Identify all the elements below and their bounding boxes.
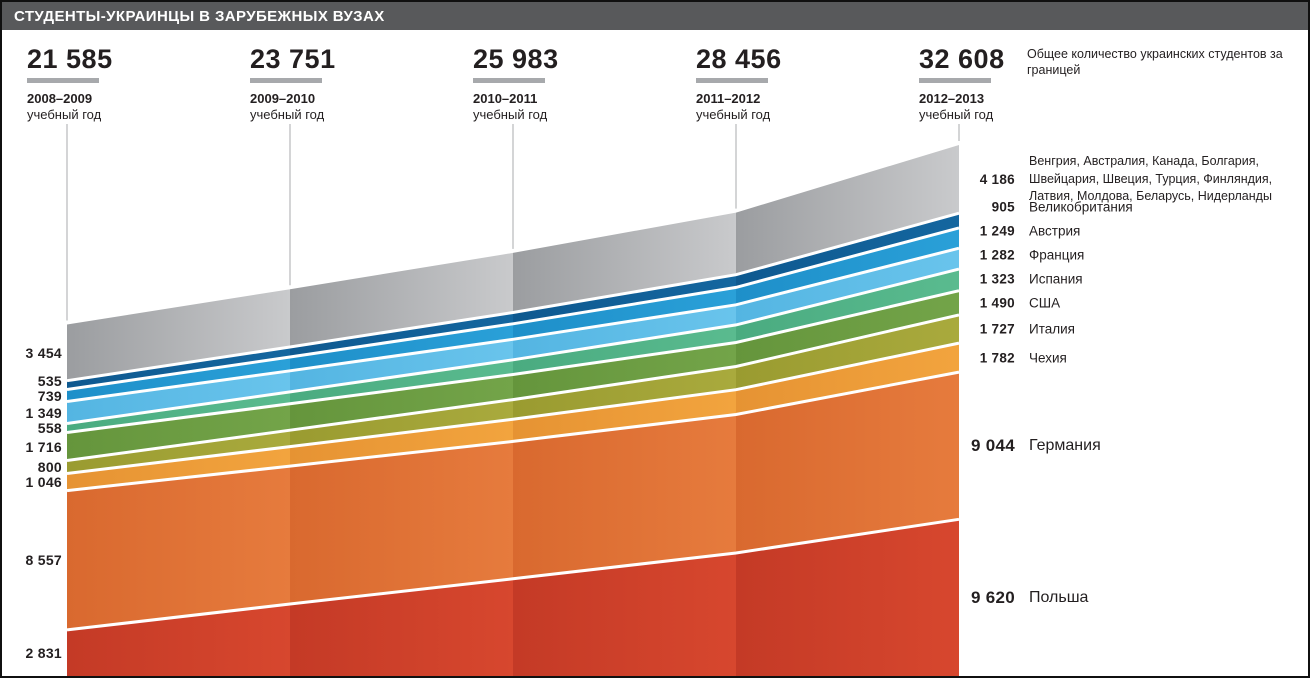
end-label-6: 1 282 Франция [955, 247, 1085, 263]
year-caption: учебный год [473, 107, 548, 122]
layer-divider [66, 226, 960, 391]
end-label-4: 1 490 США [955, 295, 1060, 310]
start-value-5: 558 [37, 420, 62, 436]
series-name: Германия [1029, 436, 1101, 454]
year-column-3: 28 456 2011–2012 учебный год [696, 44, 906, 122]
year-underline [696, 78, 768, 83]
series-name: США [1029, 295, 1061, 311]
start-value-6: 1 349 [25, 404, 62, 421]
area-layer-3 [67, 314, 959, 474]
start-value-3: 800 [37, 459, 62, 475]
start-value-1: 8 557 [25, 552, 62, 569]
series-name: Австрия [1029, 223, 1081, 239]
year-total: 32 608 [919, 44, 1005, 74]
end-value: 1 323 [979, 271, 1015, 287]
area-layer-8 [67, 213, 959, 390]
end-value: 1 782 [979, 350, 1015, 366]
year-column-0: 21 585 2008–2009 учебный год [27, 44, 237, 122]
end-label-1: 9 044 Германия [955, 436, 1101, 456]
start-value-0: 2 831 [25, 644, 62, 661]
year-underline [250, 78, 322, 83]
end-value: 1 727 [979, 321, 1015, 337]
area-layer-6 [67, 248, 959, 424]
year-underline [27, 78, 99, 83]
end-label-3: 1 727 Италия [955, 322, 1075, 337]
year-column-1: 23 751 2009–2010 учебный год [250, 44, 460, 122]
year-caption: учебный год [27, 107, 102, 122]
end-label-0: 9 620 Польша [955, 587, 1089, 608]
year-underline [473, 78, 545, 83]
layer-divider [66, 246, 960, 403]
series-name: Чехия [1029, 350, 1067, 366]
series-name: Франция [1029, 247, 1085, 263]
start-value-9: 3 454 [25, 344, 62, 361]
end-value: 1 282 [979, 247, 1015, 263]
year-total: 28 456 [696, 44, 782, 74]
start-value-2: 1 046 [25, 474, 62, 490]
year-range: 2010–2011 [473, 91, 538, 106]
year-caption: учебный год [250, 107, 325, 122]
series-name: Испания [1029, 271, 1083, 287]
year-range: 2008–2009 [27, 91, 93, 106]
area-layer-5 [67, 269, 959, 433]
page-title: СТУДЕНТЫ-УКРАИНЦЫ В ЗАРУБЕЖНЫХ ВУЗАХ [14, 7, 385, 25]
end-value: 9 044 [970, 435, 1015, 455]
end-value: 9 620 [970, 587, 1015, 607]
start-value-4: 1 716 [25, 438, 62, 455]
year-column-4: 32 608 2012–2013 учебный год [919, 44, 1129, 122]
chart-note: Общее количество украинских студентов за… [1027, 47, 1283, 77]
year-range: 2009–2010 [250, 91, 316, 106]
area-layer-2 [67, 343, 959, 491]
layer-divider [66, 517, 960, 632]
layer-divider [66, 370, 960, 493]
layer-divider [66, 341, 960, 475]
year-total: 23 751 [250, 44, 336, 74]
series-name: Венгрия, Австралия, Канада, Болгария, Шв… [1029, 153, 1273, 203]
layer-divider [66, 211, 960, 383]
end-label-5: 1 323 Испания [955, 271, 1083, 286]
series-name: Великобритания [1029, 199, 1133, 215]
series-name: Италия [1029, 321, 1075, 337]
year-total: 25 983 [473, 44, 559, 74]
end-value: 1 490 [979, 295, 1015, 311]
end-value: 905 [991, 199, 1015, 215]
end-label-9: 4 186 Венгрия, Австралия, Канада, Болгари… [955, 153, 1307, 206]
end-label-8: 905 Великобритания [955, 199, 1133, 214]
year-range: 2011–2012 [696, 91, 761, 106]
layer-divider [66, 267, 960, 425]
end-value: 1 249 [979, 223, 1015, 239]
header-bar: СТУДЕНТЫ-УКРАИНЦЫ В ЗАРУБЕЖНЫХ ВУЗАХ [2, 2, 1308, 30]
start-value-7: 739 [37, 387, 62, 404]
year-caption: учебный год [919, 107, 994, 122]
year-caption: учебный год [696, 107, 771, 122]
series-name: Польша [1029, 588, 1089, 606]
area-layer-0 [67, 519, 959, 676]
end-label-7: 1 249 Австрия [955, 223, 1081, 239]
start-value-8: 535 [37, 372, 62, 389]
year-column-2: 25 983 2010–2011 учебный год [473, 44, 683, 122]
area-layer-9 [67, 145, 959, 381]
year-underline [919, 78, 991, 83]
layer-divider [66, 289, 960, 434]
end-value: 4 186 [979, 171, 1015, 187]
area-layer-1 [67, 372, 959, 630]
layer-divider [66, 313, 960, 462]
end-label-2: 1 782 Чехия [955, 350, 1067, 365]
year-total: 21 585 [27, 44, 113, 74]
year-range: 2012–2013 [919, 91, 985, 106]
